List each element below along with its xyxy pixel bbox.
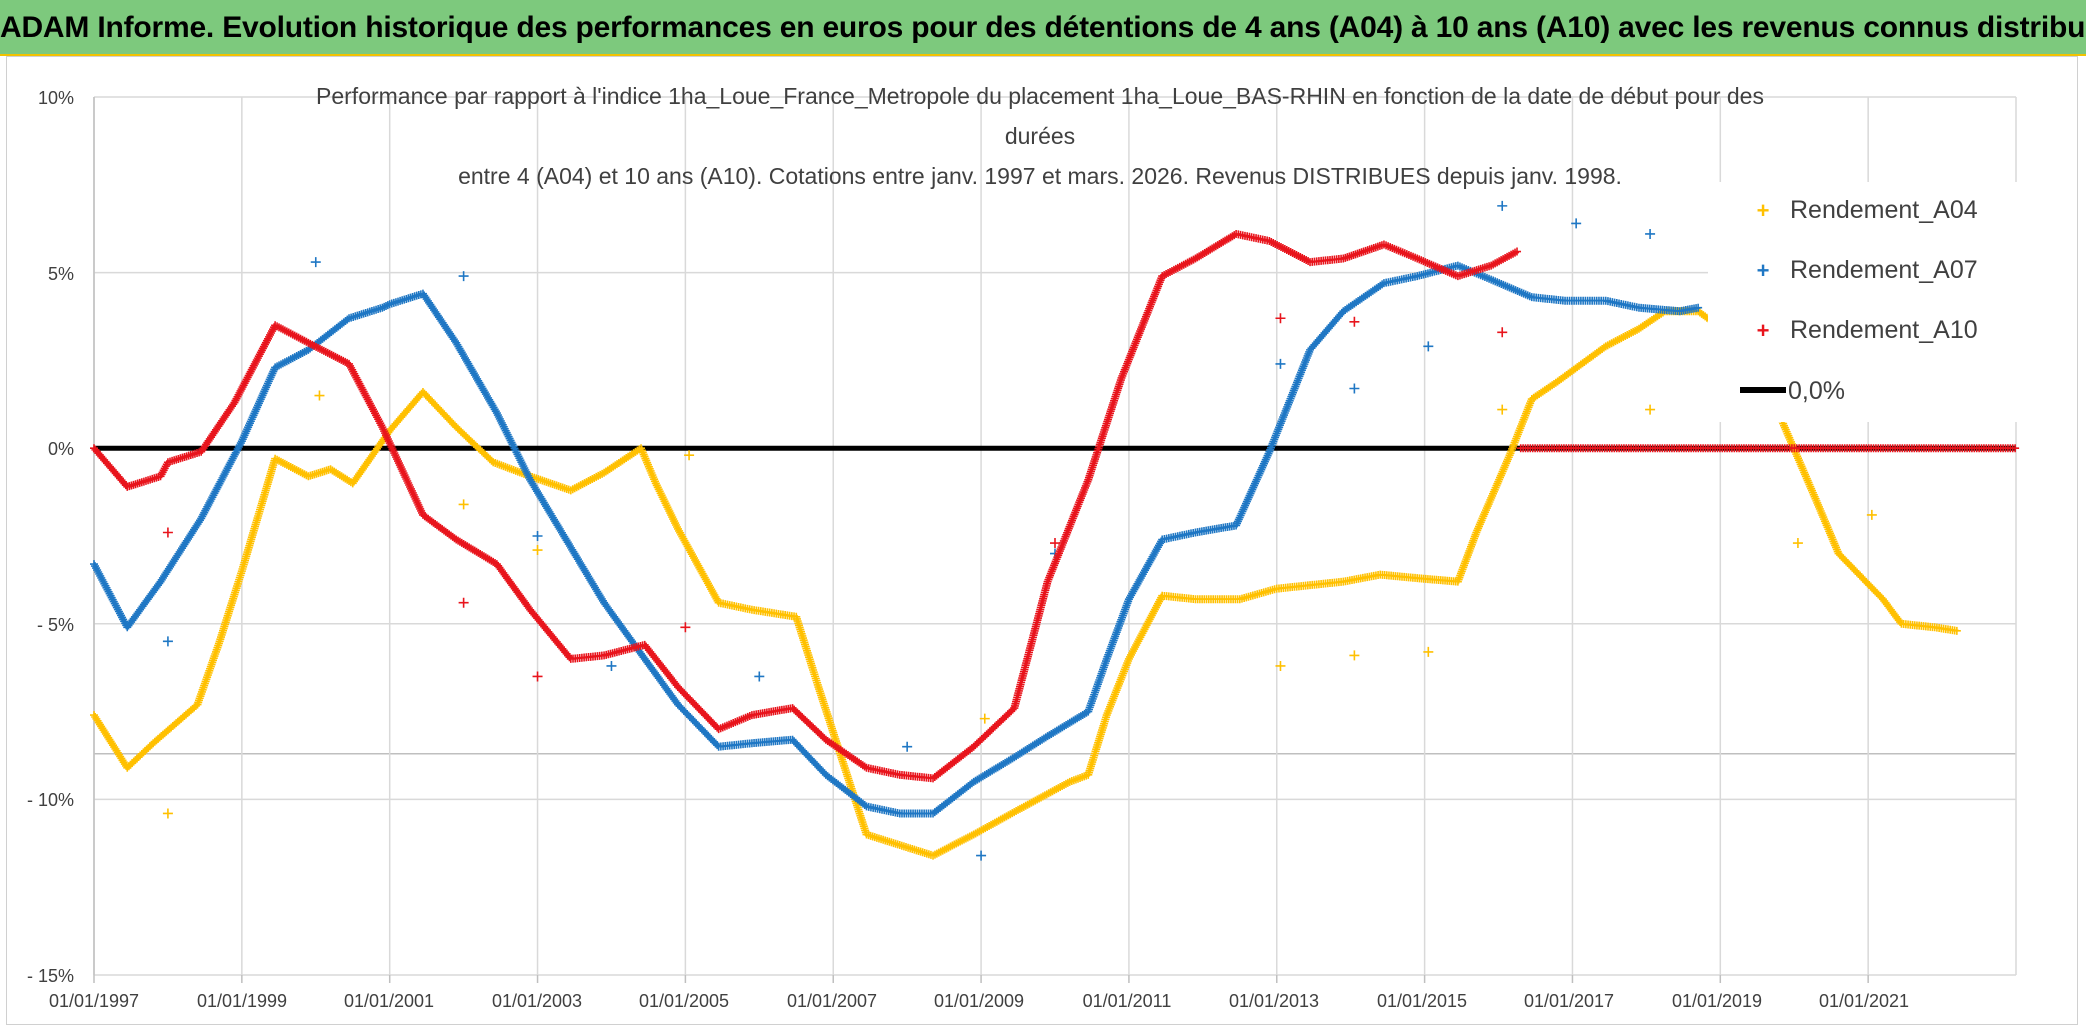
chart-title-line-1: Performance par rapport à l'indice 1ha_L… [316, 83, 1764, 109]
x-tick-label: 01/01/2021 [1819, 991, 1909, 1011]
data-point-a04-outlier [979, 713, 990, 724]
data-point-a07-outlier [1423, 341, 1434, 352]
x-axis-tick-labels: 01/01/1997 01/01/1999 01/01/2001 01/01/2… [49, 991, 1909, 1011]
data-point-a04-outlier [458, 499, 469, 510]
y-tick-label: 5% [48, 264, 74, 284]
legend-label-a10: Rendement_A10 [1790, 316, 1978, 344]
legend-label-zero: 0,0% [1788, 377, 1845, 405]
chart-legend: + Rendement_A04 + Rendement_A07 + Rendem… [1708, 182, 2028, 422]
series-a10 [90, 229, 2020, 783]
x-tick-label: 01/01/2015 [1377, 991, 1467, 1011]
data-point-a10 [565, 653, 574, 662]
x-tick-label: 01/01/2001 [344, 991, 434, 1011]
data-point-a07 [380, 302, 389, 311]
data-point-a04-outlier [1645, 404, 1656, 415]
data-point-a07-outlier [310, 257, 321, 268]
data-point-a04-outlier [1866, 509, 1877, 520]
x-tick-label: 01/01/1999 [197, 991, 287, 1011]
y-tick-label: 0% [48, 439, 74, 459]
data-point-a04-outlier [684, 450, 695, 461]
data-point-a07-outlier [976, 850, 987, 861]
report-banner: ADAM Informe. Evolution historique des p… [0, 0, 2086, 56]
data-point-a07-outlier [532, 531, 543, 541]
data-point-a07-outlier [754, 671, 765, 682]
data-point-a07 [381, 301, 390, 310]
data-point-a10 [860, 762, 869, 771]
data-point-a10-outlier [1497, 327, 1508, 338]
series-a07 [90, 200, 1703, 861]
data-point-a07 [1378, 280, 1387, 289]
data-point-a04-outlier [1423, 646, 1434, 657]
data-point-a10-outlier [532, 671, 543, 682]
x-tick-label: 01/01/2017 [1524, 991, 1614, 1011]
data-point-a07-outlier [902, 741, 913, 752]
legend-label-a07: Rendement_A07 [1790, 256, 1978, 284]
report-title: ADAM Informe. Evolution historique des p… [0, 11, 2086, 44]
data-point-a10-outlier [1349, 316, 1360, 327]
data-point-a10-outlier [680, 622, 691, 633]
data-point-a04 [1952, 626, 1961, 635]
y-tick-label: - 10% [27, 790, 74, 810]
x-tick-label: 01/01/2003 [492, 991, 582, 1011]
y-tick-label: - 5% [37, 615, 74, 635]
chart-frame [6, 56, 2078, 1025]
chart-series-layer [90, 200, 2020, 861]
data-point-a07-outlier [1275, 358, 1286, 369]
data-point-a07-outlier [606, 660, 617, 671]
legend-label-a04: Rendement_A04 [1790, 196, 1978, 224]
legend-marker-a10: + [1757, 318, 1770, 343]
data-point-a10-outlier [162, 527, 173, 538]
data-point-a07 [378, 303, 387, 312]
data-point-a07 [860, 801, 869, 810]
x-tick-label: 01/01/2009 [934, 991, 1024, 1011]
data-point-a04-outlier [1497, 404, 1508, 415]
data-point-a07 [1694, 303, 1703, 312]
data-point-a04-outlier [314, 390, 325, 401]
data-point-a07 [713, 741, 722, 750]
data-point-a10-outlier [458, 597, 469, 608]
y-tick-label: - 15% [27, 966, 74, 986]
data-point-a04-outlier [1792, 538, 1803, 549]
chart-title-line-2: durées [1005, 123, 1075, 149]
legend-background [1708, 182, 2028, 422]
data-point-a10 [1513, 247, 1522, 256]
data-point-a04-outlier [1349, 650, 1360, 661]
x-tick-label: 01/01/2005 [639, 991, 729, 1011]
data-point-a07-outlier [1571, 218, 1582, 229]
x-tick-label: 01/01/2013 [1229, 991, 1319, 1011]
data-point-a07-outlier [1645, 228, 1656, 239]
data-point-a04-outlier [162, 808, 173, 819]
x-tick-label: 01/01/2007 [787, 991, 877, 1011]
chart-title-line-3: entre 4 (A04) et 10 ans (A10). Cotations… [458, 163, 1622, 189]
data-point-a07-outlier [1497, 200, 1508, 211]
chart-title: Performance par rapport à l'indice 1ha_L… [316, 83, 1764, 189]
data-point-a07-outlier [1349, 383, 1360, 394]
legend-marker-a04: + [1757, 198, 1770, 223]
x-tick-label: 01/01/1997 [49, 991, 139, 1011]
x-tick-label: 01/01/2019 [1672, 991, 1762, 1011]
data-point-a07 [383, 301, 392, 310]
y-tick-label: 10% [38, 88, 74, 108]
x-tick-label: 01/01/2011 [1083, 991, 1172, 1011]
data-point-a10-outlier [1050, 538, 1060, 549]
y-axis-tick-labels: 10% 5% 0% - 5% - 10% - 15% [27, 88, 74, 986]
legend-marker-a07: + [1757, 258, 1770, 283]
data-point-a10 [2011, 444, 2020, 453]
series-a04 [90, 307, 1961, 860]
data-point-a07-outlier [162, 636, 173, 647]
data-point-a10-outlier [1275, 313, 1286, 324]
data-point-a04-outlier [1275, 660, 1286, 671]
data-point-a07-outlier [458, 271, 469, 282]
data-point-a04-outlier [532, 545, 543, 556]
